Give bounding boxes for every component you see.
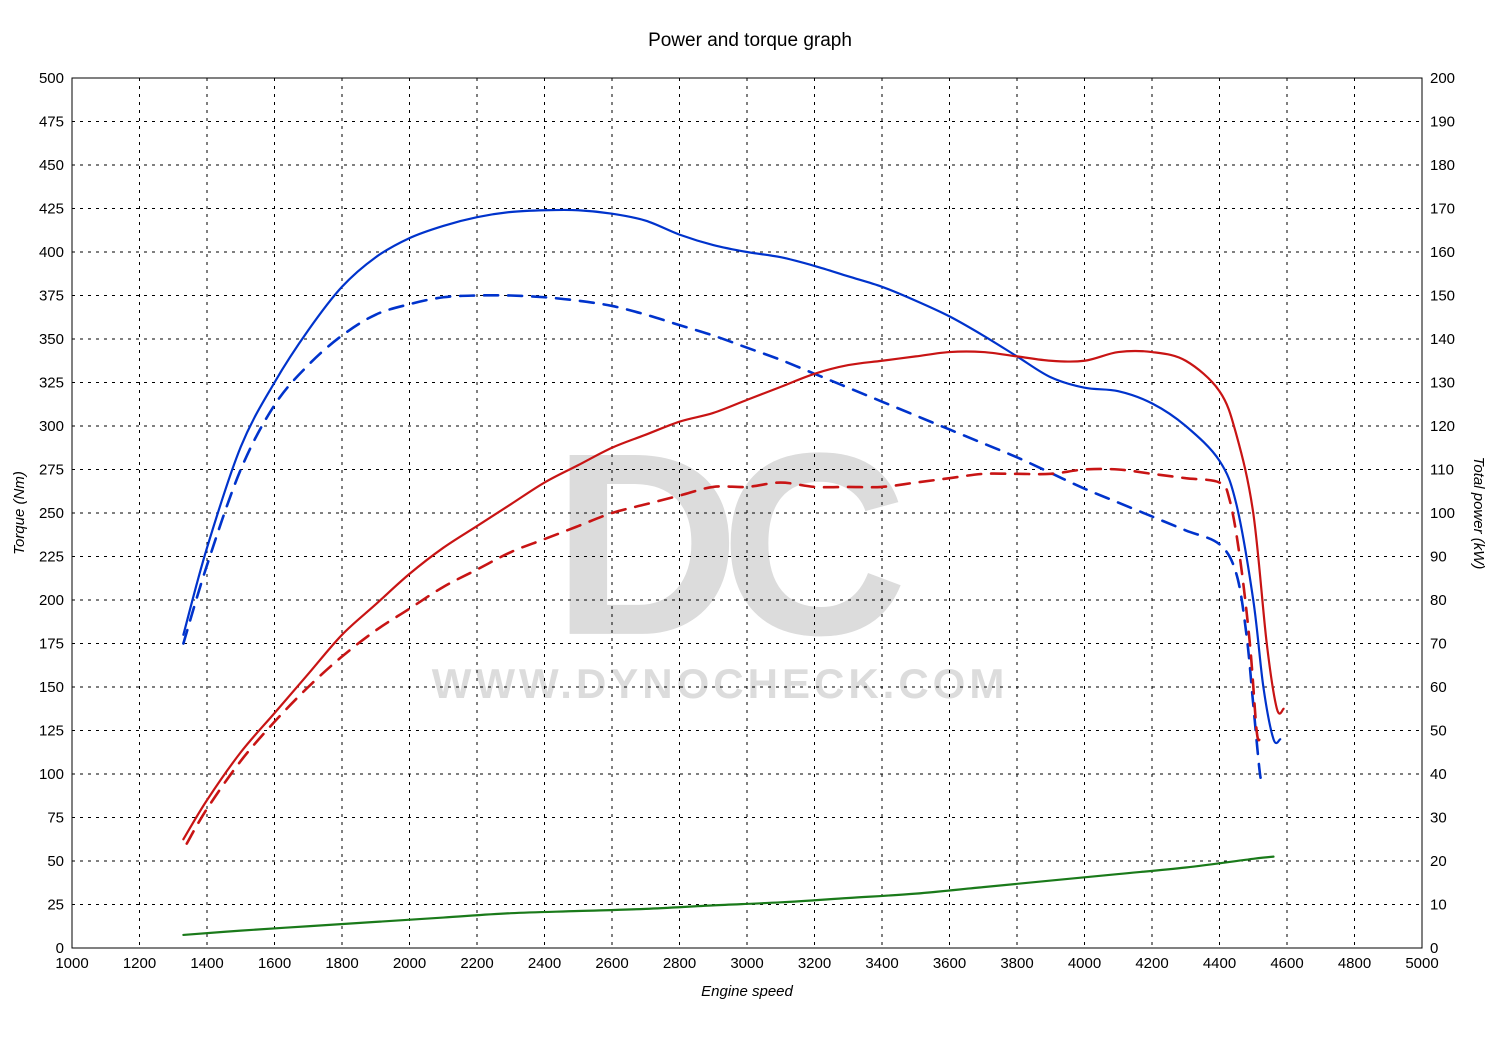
y2-tick-label: 200 [1430, 70, 1455, 87]
y-tick-label: 375 [39, 288, 64, 305]
y2-tick-label: 170 [1430, 201, 1455, 218]
y-tick-label: 125 [39, 723, 64, 740]
watermark-url: WWW.DYNOCHECK.COM [432, 660, 1009, 707]
y-tick-label: 175 [39, 636, 64, 653]
y-tick-label: 450 [39, 157, 64, 174]
y2-tick-label: 30 [1430, 810, 1447, 827]
x-tick-label: 4200 [1135, 955, 1168, 972]
x-tick-label: 2800 [663, 955, 696, 972]
x-tick-label: 1000 [55, 955, 88, 972]
y-tick-label: 425 [39, 201, 64, 218]
chart-container: Power and torque graph DCWWW.DYNOCHECK.C… [0, 0, 1500, 1040]
x-tick-label: 5000 [1405, 955, 1438, 972]
x-tick-label: 2400 [528, 955, 561, 972]
y2-tick-label: 0 [1430, 940, 1438, 957]
y-tick-label: 225 [39, 549, 64, 566]
y2-tick-label: 140 [1430, 331, 1455, 348]
y-tick-label: 200 [39, 592, 64, 609]
y-tick-label: 75 [47, 810, 64, 827]
x-tick-label: 1200 [123, 955, 156, 972]
x-tick-label: 4800 [1338, 955, 1371, 972]
y2-tick-label: 60 [1430, 679, 1447, 696]
y2-tick-label: 150 [1430, 288, 1455, 305]
y2-tick-label: 130 [1430, 375, 1455, 392]
y2-tick-label: 160 [1430, 244, 1455, 261]
x-tick-label: 3200 [798, 955, 831, 972]
x-tick-label: 3000 [730, 955, 763, 972]
x-tick-label: 1600 [258, 955, 291, 972]
y-tick-label: 325 [39, 375, 64, 392]
y2-tick-label: 90 [1430, 549, 1447, 566]
y2-tick-label: 180 [1430, 157, 1455, 174]
x-tick-label: 2600 [595, 955, 628, 972]
y2-tick-label: 50 [1430, 723, 1447, 740]
y-tick-label: 500 [39, 70, 64, 87]
x-tick-label: 3600 [933, 955, 966, 972]
y-tick-label: 300 [39, 418, 64, 435]
y-tick-label: 0 [56, 940, 64, 957]
y2-tick-label: 20 [1430, 853, 1447, 870]
y-tick-label: 275 [39, 462, 64, 479]
y-tick-label: 350 [39, 331, 64, 348]
y-tick-label: 475 [39, 114, 64, 131]
x-tick-label: 4400 [1203, 955, 1236, 972]
x-tick-label: 3800 [1000, 955, 1033, 972]
y-axis-label: Torque (Nm) [11, 471, 28, 555]
y-tick-label: 50 [47, 853, 64, 870]
y-tick-label: 400 [39, 244, 64, 261]
dyno-chart: DCWWW.DYNOCHECK.COM100012001400160018002… [0, 0, 1500, 1040]
x-tick-label: 1800 [325, 955, 358, 972]
y2-tick-label: 40 [1430, 766, 1447, 783]
x-tick-label: 4600 [1270, 955, 1303, 972]
y2-tick-label: 100 [1430, 505, 1455, 522]
y-tick-label: 100 [39, 766, 64, 783]
y-tick-label: 25 [47, 897, 64, 914]
y2-tick-label: 190 [1430, 114, 1455, 131]
y2-tick-label: 70 [1430, 636, 1447, 653]
y2-tick-label: 110 [1430, 462, 1454, 479]
series-drag_power [183, 857, 1273, 935]
y-tick-label: 150 [39, 679, 64, 696]
x-tick-label: 1400 [190, 955, 223, 972]
y2-tick-label: 10 [1430, 897, 1447, 914]
x-tick-label: 2200 [460, 955, 493, 972]
x-tick-label: 4000 [1068, 955, 1101, 972]
x-tick-label: 2000 [393, 955, 426, 972]
y-tick-label: 250 [39, 505, 64, 522]
watermark-logo: DC [552, 400, 903, 690]
y2-tick-label: 80 [1430, 592, 1447, 609]
x-tick-label: 3400 [865, 955, 898, 972]
y2-tick-label: 120 [1430, 418, 1455, 435]
y2-axis-label: Total power (kW) [1470, 457, 1487, 570]
x-axis-label: Engine speed [701, 983, 793, 1000]
